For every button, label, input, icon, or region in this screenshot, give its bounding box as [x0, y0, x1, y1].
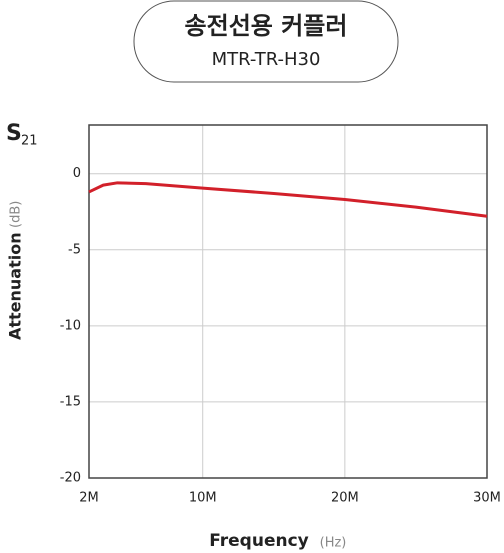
y-tick-label: 0	[73, 166, 81, 181]
x-tick-label: 10M	[189, 491, 217, 506]
y-tick-label: -15	[60, 394, 81, 409]
chart-title: 송전선용 커플러	[185, 12, 348, 40]
series-line	[88, 181, 488, 218]
y-tick-label: -5	[68, 242, 81, 257]
x-tick-label: 20M	[331, 491, 359, 506]
param-subscript: 21	[21, 134, 38, 149]
y-tick-label: -20	[60, 471, 81, 486]
param-symbol: S	[6, 121, 22, 146]
x-axis-label: Frequency	[209, 531, 309, 551]
x-tick-label: 2M	[79, 491, 99, 506]
y-axis-unit: (dB)	[9, 201, 24, 228]
y-tick-label: -10	[60, 318, 81, 333]
y-axis-label: Attenuation	[6, 232, 25, 340]
plot-frame	[88, 124, 488, 479]
x-axis-unit: (Hz)	[320, 536, 347, 551]
x-tick-label: 30M	[473, 491, 501, 506]
title-box	[133, 0, 399, 83]
chart-subtitle: MTR-TR-H30	[212, 49, 321, 70]
